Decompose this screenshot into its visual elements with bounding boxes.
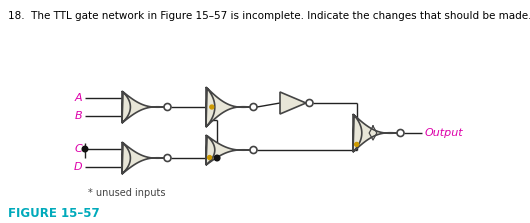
Polygon shape (206, 87, 250, 127)
Text: B: B (74, 111, 82, 121)
Circle shape (250, 147, 257, 153)
Circle shape (164, 103, 171, 111)
Circle shape (355, 142, 359, 146)
Circle shape (210, 105, 214, 109)
Text: A: A (74, 93, 82, 103)
Circle shape (214, 155, 220, 161)
Circle shape (208, 155, 211, 159)
Text: D: D (73, 162, 82, 172)
Circle shape (306, 99, 313, 107)
Polygon shape (353, 114, 397, 152)
Polygon shape (122, 91, 164, 123)
Circle shape (397, 130, 404, 136)
Text: 18.  The TTL gate network in Figure 15–57 is incomplete. Indicate the changes th: 18. The TTL gate network in Figure 15–57… (8, 11, 530, 21)
Circle shape (250, 103, 257, 111)
Circle shape (82, 146, 88, 152)
Polygon shape (280, 92, 306, 114)
Circle shape (164, 155, 171, 161)
Polygon shape (206, 135, 250, 165)
Text: FIGURE 15–57: FIGURE 15–57 (8, 207, 100, 220)
Text: * unused inputs: * unused inputs (88, 188, 165, 198)
Polygon shape (122, 142, 164, 174)
Text: Output: Output (425, 128, 464, 138)
Text: C: C (74, 144, 82, 154)
